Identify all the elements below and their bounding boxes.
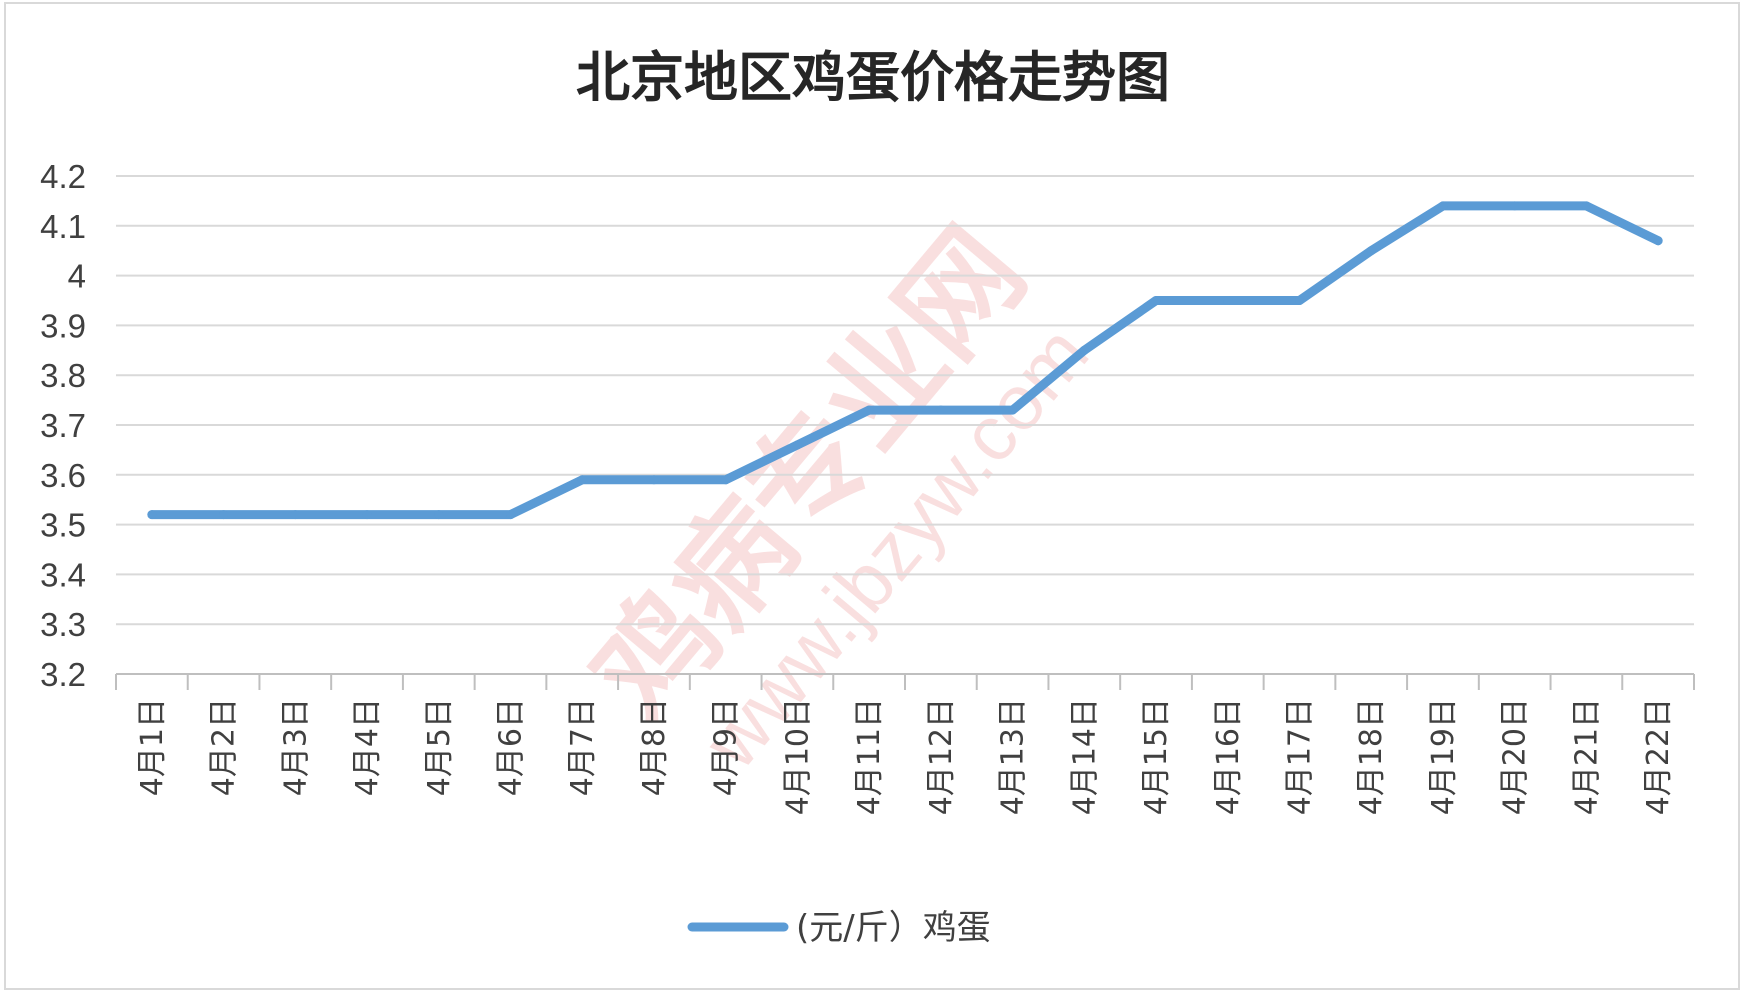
data-point [1366,246,1376,256]
series-group [147,201,1663,520]
x-tick-label: 4月15日 [1139,698,1174,815]
y-tick-label: 3.2 [40,656,86,693]
y-tick-label: 3.7 [40,407,86,444]
y-axis-ticks: 3.2 3.3 3.4 3.5 3.6 3.7 3.8 3.9 4 4.1 4.2 [40,158,86,693]
x-tick-label: 4月21日 [1569,698,1604,815]
data-point [1510,201,1520,211]
x-tick-label: 4月3日 [278,698,313,796]
x-tick-label: 4月10日 [780,698,815,815]
chart-frame [4,2,1740,990]
data-point [721,475,731,485]
x-tick-label: 4月14日 [1067,698,1102,815]
y-tick-label: 3.9 [40,307,86,344]
x-tick-label: 4月11日 [852,698,887,815]
data-point [1581,201,1591,211]
x-tick-label: 4月12日 [924,698,959,815]
chart-title: 北京地区鸡蛋价格走势图 [576,46,1170,109]
x-tick-label: 4月5日 [422,698,457,796]
x-tick-label: 4月22日 [1641,698,1676,815]
x-tick-label: 4月16日 [1211,698,1246,815]
x-tick-label: 4月20日 [1498,698,1533,815]
legend-label: (元/斤）鸡蛋 [796,908,991,948]
data-point [1008,405,1018,415]
y-tick-label: 3.3 [40,606,86,643]
data-point [577,475,587,485]
y-tick-label: 4.1 [40,208,86,245]
data-point [147,510,157,520]
x-tick-label: 4月18日 [1354,698,1389,815]
y-tick-label: 3.6 [40,457,86,494]
data-point [1079,345,1089,355]
data-point [649,475,659,485]
x-tick-label: 4月6日 [494,698,529,796]
data-point [1295,296,1304,305]
x-tick-label: 4月2日 [207,698,242,796]
data-point [864,405,874,415]
x-tick-label: 4月7日 [565,698,600,796]
x-tick-label: 4月1日 [135,698,170,796]
data-point [219,510,229,520]
y-tick-label: 4 [68,258,86,295]
y-tick-label: 3.5 [40,507,86,544]
legend: (元/斤）鸡蛋 [687,908,991,948]
x-tick-label: 4月4日 [350,698,385,796]
data-point [1653,236,1663,246]
x-tick-label: 4月13日 [996,698,1031,815]
data-point [792,440,802,450]
series-line [147,201,1663,520]
data-point [1223,296,1233,305]
y-tick-label: 3.8 [40,357,86,394]
y-tick-label: 4.2 [40,158,86,195]
data-point [362,510,372,520]
x-tick-label: 4月9日 [709,698,744,796]
data-point [1438,201,1448,211]
x-tick-label: 4月17日 [1283,698,1318,815]
data-point [290,510,300,520]
data-point [434,510,444,520]
data-point [506,510,515,520]
data-point [1151,296,1161,305]
data-point [936,405,946,415]
y-tick-label: 3.4 [40,556,86,593]
x-tick-label: 4月19日 [1426,698,1461,815]
x-axis: 4月1日 4月2日 4月3日 4月4日 4月5日 4月6日 4月7日 4月8日 4月9日 4月10… [115,673,1695,815]
x-tick-label: 4月8日 [637,698,672,796]
gridlines [116,175,1694,626]
